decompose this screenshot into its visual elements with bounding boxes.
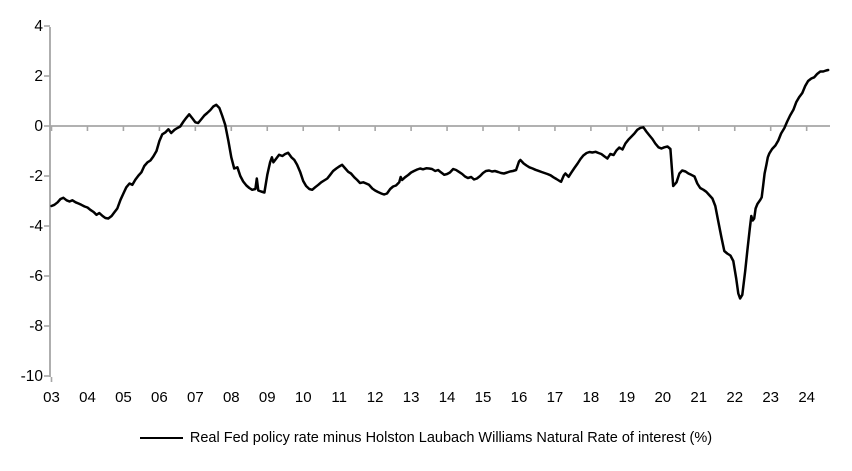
y-axis-tick-label: -8 [29, 318, 43, 335]
y-axis-tick-label: -4 [29, 218, 43, 235]
x-axis-tick-label: 15 [475, 389, 492, 406]
x-axis-tick-label: 10 [295, 389, 312, 406]
y-axis-tick-label: 4 [34, 18, 43, 35]
y-axis-tick-label: -2 [29, 168, 43, 185]
x-axis-tick-label: 03 [43, 389, 60, 406]
x-axis-tick-label: 19 [619, 389, 636, 406]
x-axis-tick-label: 06 [151, 389, 168, 406]
legend-line-swatch [139, 437, 183, 439]
x-axis-tick-label: 23 [762, 389, 779, 406]
legend: Real Fed policy rate minus Holston Lauba… [0, 430, 852, 446]
y-axis-tick-label: 2 [34, 68, 43, 85]
x-axis-tick-label: 17 [547, 389, 564, 406]
x-axis-tick-label: 13 [403, 389, 420, 406]
x-axis-tick-label: 05 [115, 389, 132, 406]
x-axis-tick-label: 07 [187, 389, 204, 406]
x-axis-tick-label: 16 [511, 389, 528, 406]
x-axis-tick-label: 11 [331, 389, 347, 406]
x-axis-tick-label: 09 [259, 389, 276, 406]
legend-label: Real Fed policy rate minus Holston Lauba… [189, 430, 713, 446]
x-axis-tick-label: 20 [654, 389, 671, 406]
x-axis-tick-label: 24 [798, 389, 815, 406]
data-line-series [50, 68, 830, 300]
x-axis-tick-label: 14 [439, 389, 456, 406]
y-axis-tick-label: -10 [21, 368, 44, 385]
x-axis-tick-label: 08 [223, 389, 240, 406]
x-axis-tick-label: 18 [583, 389, 600, 406]
y-axis-tick-label: 0 [34, 118, 43, 135]
x-axis-tick-label: 22 [726, 389, 743, 406]
x-axis-tick-label: 04 [79, 389, 96, 406]
x-axis-tick-label: 12 [367, 389, 384, 406]
y-axis-tick-label: -6 [29, 268, 43, 285]
x-axis-tick-label: 21 [690, 389, 707, 406]
